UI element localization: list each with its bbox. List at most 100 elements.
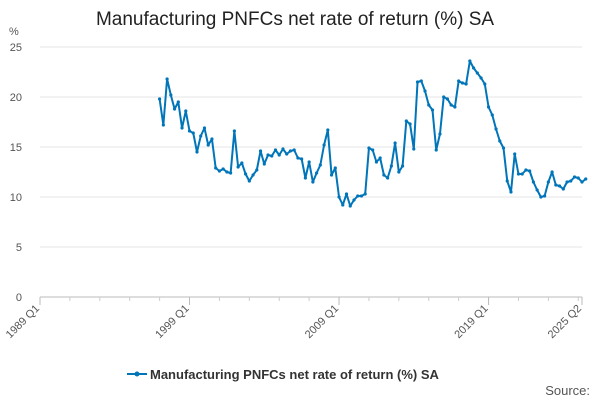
- data-point[interactable]: [232, 129, 236, 133]
- data-point[interactable]: [501, 146, 506, 150]
- data-point[interactable]: [229, 171, 233, 175]
- data-point[interactable]: [453, 105, 457, 109]
- data-point[interactable]: [505, 179, 509, 183]
- data-point[interactable]: [449, 103, 453, 107]
- data-point[interactable]: [524, 168, 528, 172]
- data-point[interactable]: [483, 82, 487, 86]
- data-point[interactable]: [415, 80, 420, 84]
- data-point[interactable]: [513, 152, 517, 156]
- data-point[interactable]: [528, 169, 532, 173]
- data-point[interactable]: [206, 143, 210, 147]
- data-point[interactable]: [169, 93, 173, 97]
- data-point[interactable]: [210, 137, 214, 141]
- data-point[interactable]: [434, 148, 438, 152]
- data-point[interactable]: [217, 169, 222, 173]
- data-point[interactable]: [266, 153, 270, 157]
- data-point[interactable]: [255, 168, 259, 172]
- legend[interactable]: Manufacturing PNFCs net rate of return (…: [127, 367, 440, 382]
- data-point[interactable]: [359, 194, 364, 198]
- data-point[interactable]: [543, 194, 547, 198]
- data-point[interactable]: [214, 166, 218, 170]
- data-point[interactable]: [165, 77, 169, 81]
- data-point[interactable]: [382, 173, 386, 177]
- data-point[interactable]: [292, 148, 296, 152]
- data-point[interactable]: [311, 180, 315, 184]
- data-point[interactable]: [408, 122, 412, 126]
- data-point[interactable]: [516, 172, 521, 176]
- data-point[interactable]: [580, 180, 584, 184]
- data-point[interactable]: [341, 203, 345, 207]
- data-point[interactable]: [531, 180, 536, 184]
- data-point[interactable]: [520, 172, 524, 176]
- data-point[interactable]: [273, 148, 278, 152]
- data-point[interactable]: [442, 95, 446, 99]
- data-point[interactable]: [472, 66, 476, 70]
- data-point[interactable]: [158, 97, 162, 101]
- data-point[interactable]: [303, 176, 307, 180]
- data-point[interactable]: [329, 173, 334, 177]
- data-point[interactable]: [344, 192, 349, 196]
- data-point[interactable]: [326, 128, 330, 132]
- data-point[interactable]: [285, 152, 289, 156]
- data-point[interactable]: [554, 183, 558, 187]
- data-point[interactable]: [180, 126, 184, 130]
- data-point[interactable]: [363, 192, 367, 196]
- data-point[interactable]: [195, 150, 199, 154]
- data-point[interactable]: [550, 170, 554, 174]
- data-point[interactable]: [546, 180, 550, 184]
- data-point[interactable]: [486, 105, 491, 109]
- data-point[interactable]: [281, 147, 285, 151]
- data-point[interactable]: [270, 154, 274, 158]
- data-point[interactable]: [367, 146, 371, 150]
- data-point[interactable]: [475, 71, 479, 75]
- data-point[interactable]: [400, 164, 405, 168]
- data-point[interactable]: [348, 204, 352, 208]
- data-point[interactable]: [221, 167, 225, 171]
- data-point[interactable]: [576, 176, 580, 180]
- data-point[interactable]: [427, 103, 431, 107]
- data-point[interactable]: [161, 123, 165, 127]
- data-point[interactable]: [251, 173, 255, 177]
- data-point[interactable]: [247, 179, 251, 183]
- data-point[interactable]: [494, 127, 498, 131]
- data-point[interactable]: [509, 190, 513, 194]
- data-point[interactable]: [457, 79, 461, 83]
- data-point[interactable]: [225, 170, 229, 174]
- data-point[interactable]: [187, 129, 192, 133]
- data-point[interactable]: [315, 171, 319, 175]
- data-point[interactable]: [397, 170, 401, 174]
- data-point[interactable]: [557, 184, 562, 188]
- data-point[interactable]: [371, 148, 375, 152]
- data-point[interactable]: [356, 194, 360, 198]
- data-point[interactable]: [535, 188, 539, 192]
- data-point[interactable]: [191, 131, 195, 135]
- data-point[interactable]: [468, 59, 472, 63]
- data-point[interactable]: [393, 141, 397, 145]
- data-point[interactable]: [318, 163, 322, 167]
- data-point[interactable]: [584, 177, 588, 181]
- data-point[interactable]: [569, 179, 573, 183]
- data-point[interactable]: [296, 156, 300, 160]
- data-point[interactable]: [498, 139, 502, 143]
- data-point[interactable]: [464, 82, 468, 86]
- data-point[interactable]: [561, 187, 565, 191]
- data-point[interactable]: [307, 160, 311, 164]
- data-point[interactable]: [386, 176, 390, 180]
- data-point[interactable]: [337, 195, 341, 199]
- data-point[interactable]: [352, 198, 356, 202]
- data-point[interactable]: [430, 108, 435, 112]
- data-point[interactable]: [479, 76, 483, 80]
- data-point[interactable]: [199, 134, 203, 138]
- data-point[interactable]: [277, 153, 281, 157]
- data-point[interactable]: [490, 113, 494, 117]
- data-point[interactable]: [378, 156, 382, 160]
- data-point[interactable]: [565, 180, 569, 184]
- data-point[interactable]: [539, 195, 543, 199]
- data-point[interactable]: [262, 162, 266, 166]
- data-point[interactable]: [460, 81, 464, 85]
- data-point[interactable]: [412, 147, 416, 151]
- data-point[interactable]: [288, 149, 293, 153]
- data-point[interactable]: [172, 107, 177, 111]
- data-point[interactable]: [333, 166, 337, 170]
- data-point[interactable]: [419, 79, 423, 83]
